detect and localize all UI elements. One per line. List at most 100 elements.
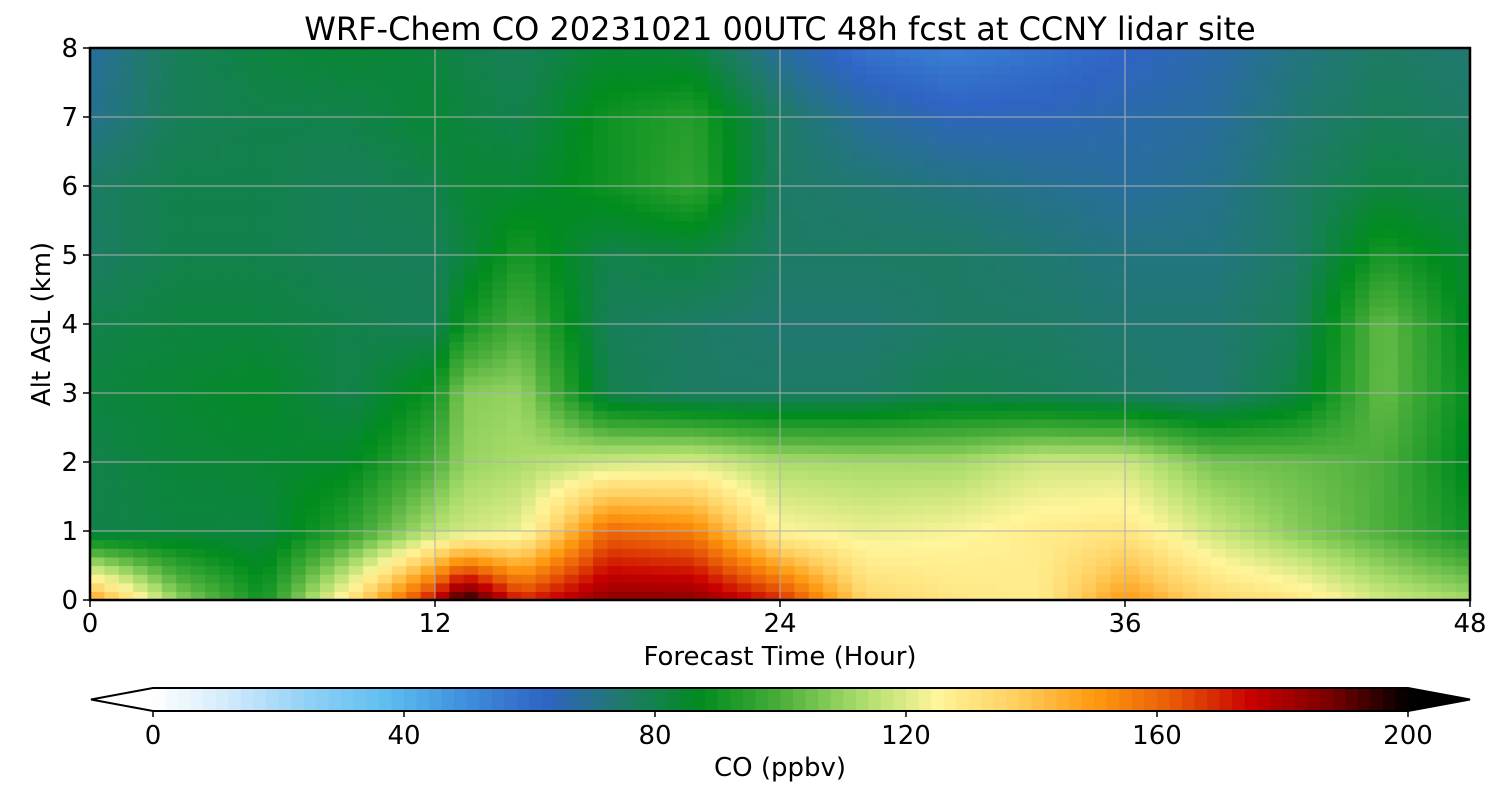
heatmap-cell	[233, 522, 249, 532]
heatmap-cell	[348, 591, 364, 600]
heatmap-cell	[966, 531, 982, 541]
heatmap-cell	[550, 186, 565, 196]
heatmap-cell	[851, 453, 867, 463]
heatmap-cell	[564, 229, 580, 239]
heatmap-cell	[981, 341, 997, 351]
heatmap-cell	[133, 418, 149, 429]
heatmap-cell	[923, 522, 939, 532]
heatmap-cell	[276, 315, 292, 325]
heatmap-cell	[435, 591, 450, 600]
heatmap-cell	[535, 65, 551, 75]
heatmap-cell	[564, 160, 580, 170]
heatmap-cell	[1139, 324, 1155, 334]
heatmap-cell	[320, 177, 335, 187]
heatmap-cell	[233, 177, 249, 187]
heatmap-cell	[593, 315, 609, 325]
heatmap-cell	[1182, 56, 1198, 66]
heatmap-cell	[679, 298, 695, 308]
heatmap-cell	[463, 272, 479, 282]
heatmap-cell	[708, 298, 724, 308]
heatmap-cell	[219, 479, 235, 489]
heatmap-cell	[866, 556, 882, 567]
heatmap-cell	[262, 134, 278, 144]
heatmap-cell	[1010, 332, 1025, 342]
heatmap-cell	[952, 591, 968, 600]
heatmap-cell	[506, 358, 522, 368]
heatmap-cell	[521, 401, 537, 411]
heatmap-cell	[650, 574, 666, 584]
heatmap-cell	[506, 367, 522, 377]
heatmap-cell	[478, 522, 494, 532]
heatmap-cell	[535, 513, 551, 523]
heatmap-cell	[1096, 117, 1112, 127]
heatmap-cell	[866, 82, 882, 92]
heatmap-cell	[463, 151, 479, 161]
heatmap-cell	[176, 470, 192, 480]
heatmap-cell	[981, 505, 997, 515]
heatmap-cell	[1168, 453, 1184, 463]
heatmap-cell	[334, 539, 350, 549]
heatmap-cell	[305, 263, 321, 273]
heatmap-cell	[176, 574, 192, 584]
heatmap-cell	[851, 539, 867, 549]
heatmap-cell	[1010, 384, 1025, 394]
heatmap-cell	[1139, 401, 1155, 411]
heatmap-cell	[90, 349, 105, 360]
heatmap-cell	[305, 496, 321, 506]
heatmap-cell	[1139, 168, 1155, 178]
heatmap-cell	[233, 203, 249, 213]
heatmap-cell	[190, 582, 206, 592]
heatmap-cell	[363, 65, 379, 75]
heatmap-cell	[248, 203, 264, 213]
heatmap-cell	[650, 237, 666, 247]
heatmap-cell	[722, 56, 738, 66]
heatmap-cell	[780, 203, 795, 213]
heatmap-cell	[909, 436, 925, 446]
heatmap-cell	[90, 177, 105, 187]
heatmap-cell	[133, 444, 149, 454]
heatmap-cell	[1182, 211, 1198, 222]
heatmap-cell	[406, 65, 422, 75]
heatmap-cell	[564, 539, 580, 549]
heatmap-cell	[205, 246, 220, 256]
heatmap-cell	[780, 263, 795, 273]
heatmap-cell	[305, 436, 321, 446]
heatmap-cell	[233, 393, 249, 403]
heatmap-cell	[851, 211, 867, 222]
heatmap-cell	[190, 203, 206, 213]
heatmap-cell	[1153, 565, 1169, 575]
heatmap-cell	[406, 341, 422, 351]
heatmap-cell	[722, 358, 738, 368]
heatmap-cell	[262, 358, 278, 368]
heatmap-cell	[1139, 574, 1155, 584]
heatmap-cell	[938, 186, 954, 196]
heatmap-cell	[377, 168, 393, 178]
heatmap-cell	[981, 565, 997, 575]
heatmap-cell	[938, 462, 954, 472]
heatmap-cell	[190, 487, 206, 498]
heatmap-cell	[391, 358, 407, 368]
heatmap-cell	[104, 186, 120, 196]
heatmap-cell	[147, 298, 163, 308]
heatmap-cell	[1038, 211, 1054, 222]
heatmap-cell	[564, 73, 580, 84]
heatmap-cell	[794, 186, 810, 196]
heatmap-cell	[751, 324, 767, 334]
heatmap-cell	[291, 280, 307, 291]
heatmap-cell	[1081, 117, 1097, 127]
heatmap-cell	[1110, 160, 1126, 170]
heatmap-cell	[880, 151, 896, 161]
heatmap-cell	[636, 315, 652, 325]
heatmap-cell	[636, 539, 652, 549]
heatmap-cell	[219, 384, 235, 394]
heatmap-cell	[621, 211, 637, 222]
heatmap-cell	[794, 73, 810, 84]
heatmap-cell	[880, 513, 896, 523]
heatmap-cell	[1096, 99, 1112, 109]
heatmap-cell	[837, 134, 853, 144]
heatmap-cell	[938, 522, 954, 532]
heatmap-cell	[808, 462, 824, 472]
heatmap-cell	[607, 177, 623, 187]
heatmap-cell	[1038, 91, 1054, 101]
heatmap-cell	[837, 246, 853, 256]
